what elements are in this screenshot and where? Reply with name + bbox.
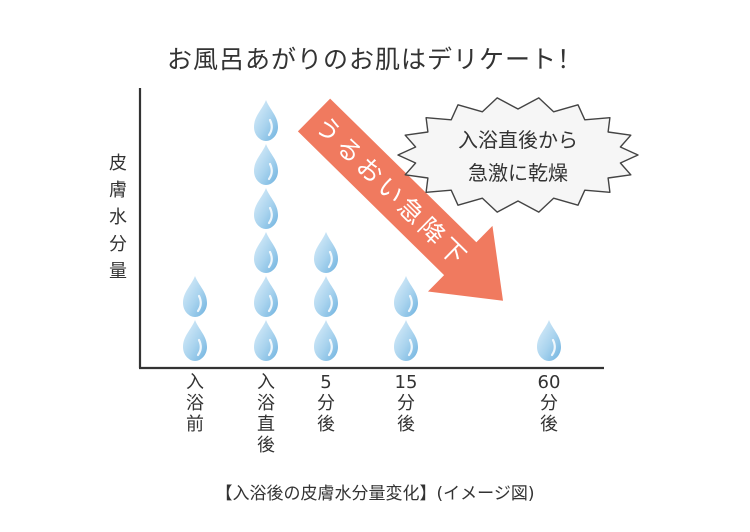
water-drop-mark xyxy=(314,232,338,273)
water-drop-mark xyxy=(394,276,418,317)
water-drop-mark xyxy=(254,144,278,185)
chart-caption: 【入浴後の皮膚水分量変化】(イメージ図) xyxy=(215,484,535,504)
y-axis-label: 皮膚水分量 xyxy=(109,153,127,282)
water-drop-mark xyxy=(394,320,418,361)
water-drop-mark xyxy=(254,276,278,317)
callout-text: 急激に乾燥 xyxy=(468,161,568,185)
water-drop-mark xyxy=(254,320,278,361)
water-drop-mark xyxy=(254,100,278,141)
water-drop-mark xyxy=(183,276,207,317)
x-tick-label: 60 分後 xyxy=(537,372,561,435)
water-drop-mark xyxy=(537,320,561,361)
x-tick-label: 入浴前 xyxy=(186,372,204,435)
x-tick-label: 15 分後 xyxy=(394,372,418,435)
callout-text: 入浴直後から xyxy=(458,128,578,152)
water-drop-mark xyxy=(314,320,338,361)
water-drop-mark xyxy=(183,320,207,361)
water-drop-mark xyxy=(254,188,278,229)
water-drop-mark xyxy=(254,232,278,273)
x-tick-label: 入浴直後 xyxy=(257,372,275,456)
chart-title: お風呂あがりのお肌はデリケート！ xyxy=(166,45,583,74)
water-drop-mark xyxy=(314,276,338,317)
